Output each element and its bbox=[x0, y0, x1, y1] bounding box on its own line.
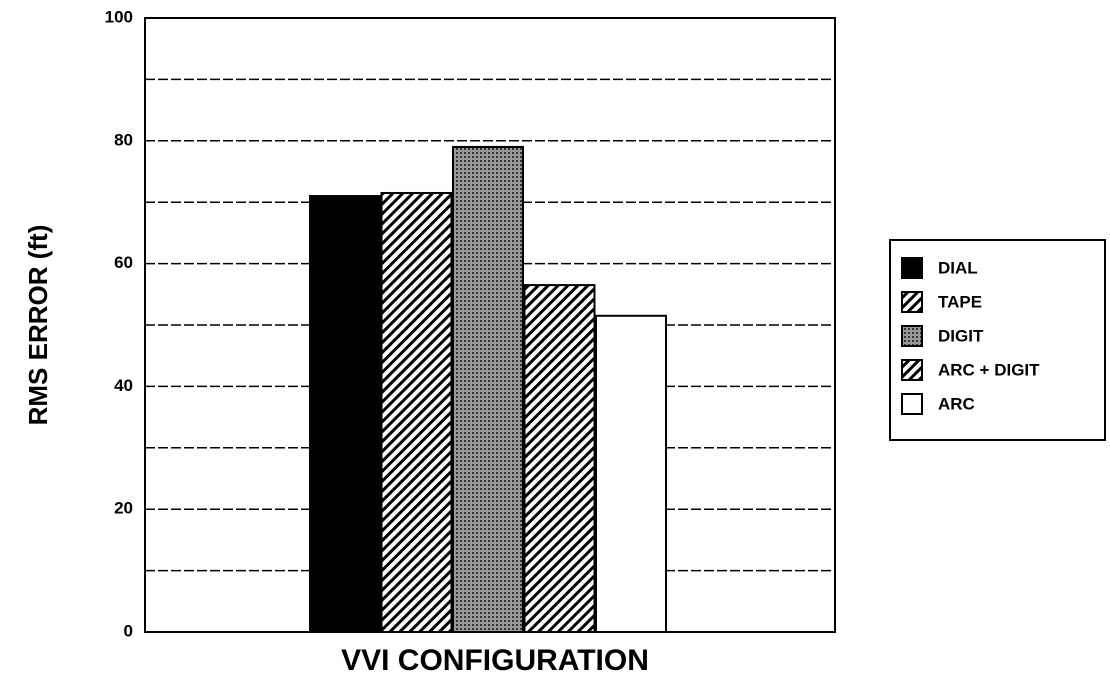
legend-label: DIAL bbox=[938, 258, 978, 277]
legend-swatch bbox=[901, 393, 923, 415]
y-tick-label: 20 bbox=[114, 499, 133, 518]
y-tick-label: 100 bbox=[105, 7, 133, 26]
legend-label: ARC + DIGIT bbox=[938, 360, 1040, 379]
legend-swatch bbox=[901, 359, 923, 381]
legend-swatch bbox=[901, 291, 923, 313]
bar bbox=[595, 314, 667, 633]
legend-label: TAPE bbox=[938, 292, 982, 311]
legend-label: DIGIT bbox=[938, 326, 984, 345]
legend-box bbox=[889, 239, 1106, 441]
y-axis-label: RMS ERROR (ft) bbox=[23, 225, 53, 426]
bar bbox=[380, 191, 453, 634]
bar bbox=[452, 145, 524, 633]
y-tick-label: 60 bbox=[114, 253, 133, 272]
y-tick-label: 0 bbox=[124, 621, 133, 640]
y-tick-label: 40 bbox=[114, 376, 133, 395]
x-axis-label: VVI CONFIGURATION bbox=[341, 644, 649, 677]
legend-label: ARC bbox=[938, 394, 975, 413]
bar bbox=[309, 195, 381, 633]
bar bbox=[523, 284, 596, 633]
legend-swatch bbox=[901, 325, 923, 347]
legend-swatch bbox=[901, 257, 923, 279]
y-tick-label: 80 bbox=[114, 130, 133, 149]
